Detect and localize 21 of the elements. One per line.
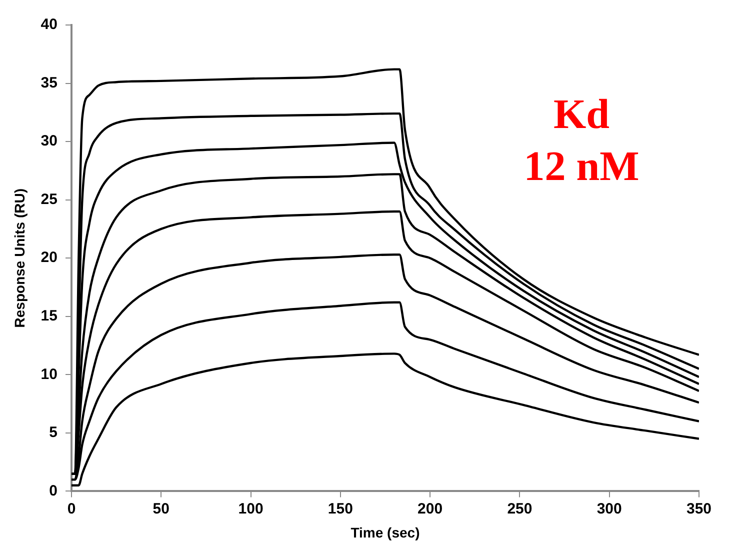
y-tick-label: 25 [40,190,58,208]
y-tick-label: 10 [40,366,58,383]
y-axis-title: Response Units (RU) [11,188,28,328]
annotation: 12 nM [524,144,640,190]
x-tick-label: 0 [67,500,76,518]
x-tick-label: 250 [507,500,532,518]
x-tick-label: 50 [152,500,170,518]
x-tick-label: 200 [418,500,443,518]
y-tick-label: 40 [40,16,58,34]
x-axis-title: Time (sec) [350,524,420,540]
y-tick-label: 15 [40,308,58,325]
x-tick-label: 350 [686,500,712,518]
x-tick-label: 100 [238,500,264,518]
x-tick-label: 150 [328,500,353,518]
y-tick-label: 5 [49,424,58,442]
y-tick-label: 0 [49,482,58,500]
y-tick-label: 20 [40,249,58,266]
annotation: Kd [553,92,610,138]
y-tick-label: 35 [40,74,58,92]
x-tick-label: 300 [596,500,622,518]
y-tick-label: 30 [40,132,58,150]
